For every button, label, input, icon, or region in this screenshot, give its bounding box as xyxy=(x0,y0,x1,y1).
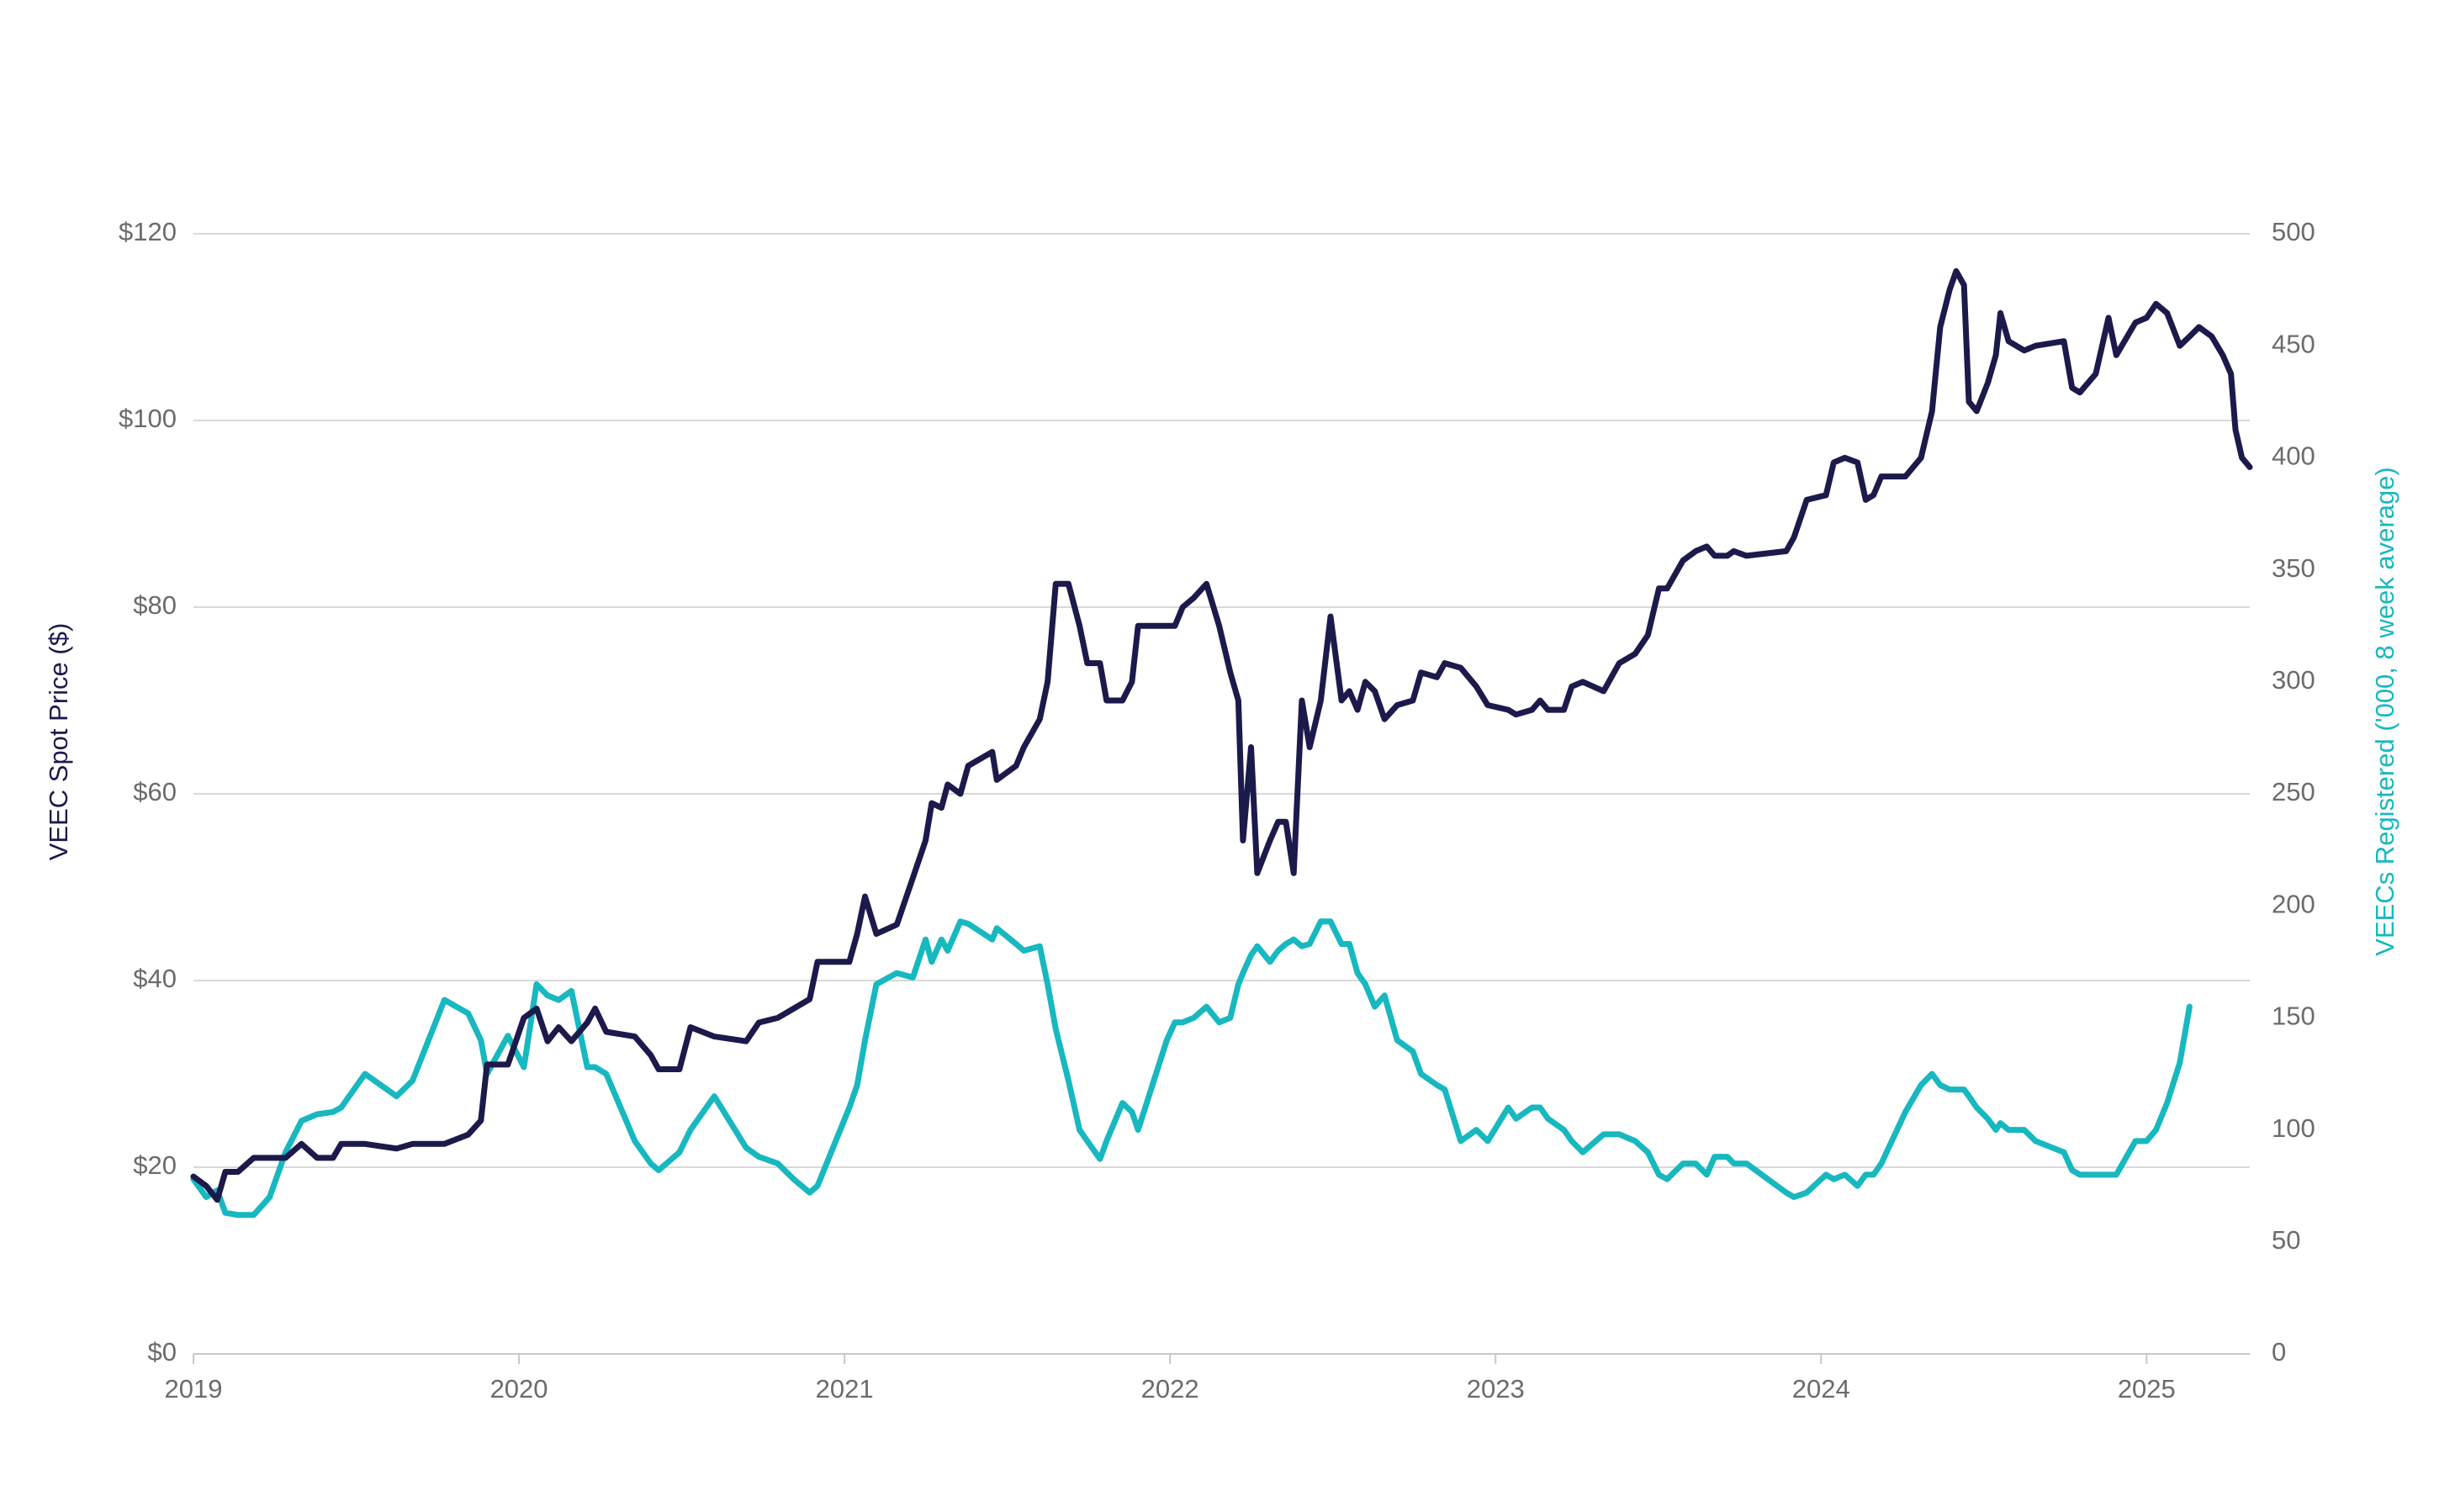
x-tick-label: 2022 xyxy=(1141,1374,1199,1404)
series-line xyxy=(190,267,2253,1203)
x-tick-label: 2023 xyxy=(1467,1374,1525,1404)
y2-tick-label: 100 xyxy=(2272,1113,2315,1143)
y-tick-label: $0 xyxy=(148,1337,177,1367)
y2-tick-label: 400 xyxy=(2272,441,2315,471)
y2-tick-label: 500 xyxy=(2272,217,2315,246)
y2-axis-label: VEECs Registered ('000, 8 week average) xyxy=(2370,467,2399,955)
y-tick-label: $80 xyxy=(133,590,177,620)
x-tick-label: 2021 xyxy=(816,1374,874,1404)
x-tick-label: 2020 xyxy=(490,1374,548,1404)
y2-tick-label: 50 xyxy=(2272,1225,2300,1255)
y2-tick-label: 200 xyxy=(2272,889,2315,918)
y-tick-label: $100 xyxy=(119,404,177,433)
x-tick-label: 2025 xyxy=(2118,1374,2176,1404)
x-tick-label: 2024 xyxy=(1792,1374,1850,1404)
y-tick-label: $20 xyxy=(133,1150,177,1180)
y-tick-label: $120 xyxy=(119,217,177,246)
y2-tick-label: 300 xyxy=(2272,665,2315,695)
y2-tick-label: 0 xyxy=(2272,1337,2286,1367)
y-axis-label: VEEC Spot Price ($) xyxy=(44,623,73,861)
y2-tick-label: 250 xyxy=(2272,777,2315,806)
y2-tick-label: 450 xyxy=(2272,329,2315,358)
series-line xyxy=(190,918,2193,1219)
y-tick-label: $60 xyxy=(133,777,177,806)
y2-tick-label: 150 xyxy=(2272,1002,2315,1031)
y2-tick-label: 350 xyxy=(2272,553,2315,583)
x-tick-label: 2019 xyxy=(165,1374,223,1404)
y-tick-label: $40 xyxy=(133,964,177,993)
